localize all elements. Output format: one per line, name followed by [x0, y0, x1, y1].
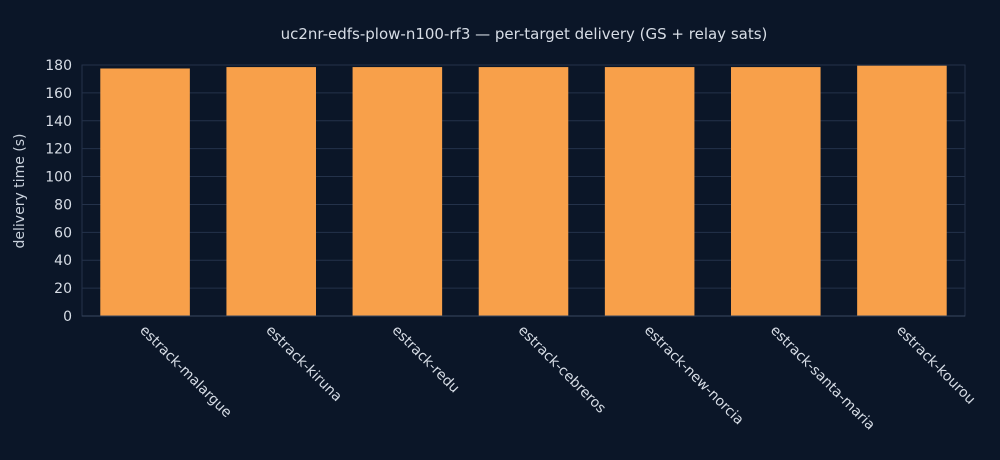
chart-title: uc2nr-edfs-plow-n100-rf3 — per-target de…: [281, 25, 768, 43]
y-tick-label: 80: [54, 197, 72, 213]
x-tick-labels: estrack-malargue estrack-kiruna estrack-re…: [136, 323, 978, 434]
y-axis-label: delivery time (s): [12, 134, 28, 249]
y-tick-label: 160: [45, 86, 72, 102]
y-tick-label: 120: [45, 142, 72, 158]
bar-estrack-santa-maria: [731, 67, 821, 316]
x-tick-label: estrack-kiruna: [262, 323, 344, 405]
x-tick-label: estrack-santa-maria: [767, 323, 878, 434]
y-tick-label: 140: [45, 114, 72, 130]
y-tick-label: 60: [54, 225, 72, 241]
bar-estrack-redu: [352, 67, 443, 316]
x-tick-label: estrack-redu: [389, 323, 463, 397]
x-tick-label: estrack-new-norcia: [641, 323, 747, 429]
bar-estrack-cebreros: [478, 67, 569, 316]
bars: [100, 65, 947, 316]
bar-estrack-kiruna: [226, 67, 316, 316]
x-tick-label: estrack-cebreros: [515, 323, 609, 417]
y-tick-label: 20: [54, 281, 72, 297]
bar-estrack-malargue: [100, 68, 190, 316]
y-tick-label: 40: [54, 253, 72, 269]
bar-estrack-new-norcia: [604, 67, 695, 316]
x-tick-label: estrack-kourou: [893, 323, 978, 408]
axes: [81, 64, 966, 317]
bar-estrack-kourou: [857, 65, 947, 316]
y-tick-label: 180: [45, 58, 72, 74]
y-tick-labels: 0 20 40 60 80 100 120 140 160 180: [45, 58, 72, 325]
y-tick-label: 100: [45, 170, 72, 186]
x-tick-label: estrack-malargue: [136, 323, 234, 421]
y-tick-label: 0: [63, 309, 72, 325]
